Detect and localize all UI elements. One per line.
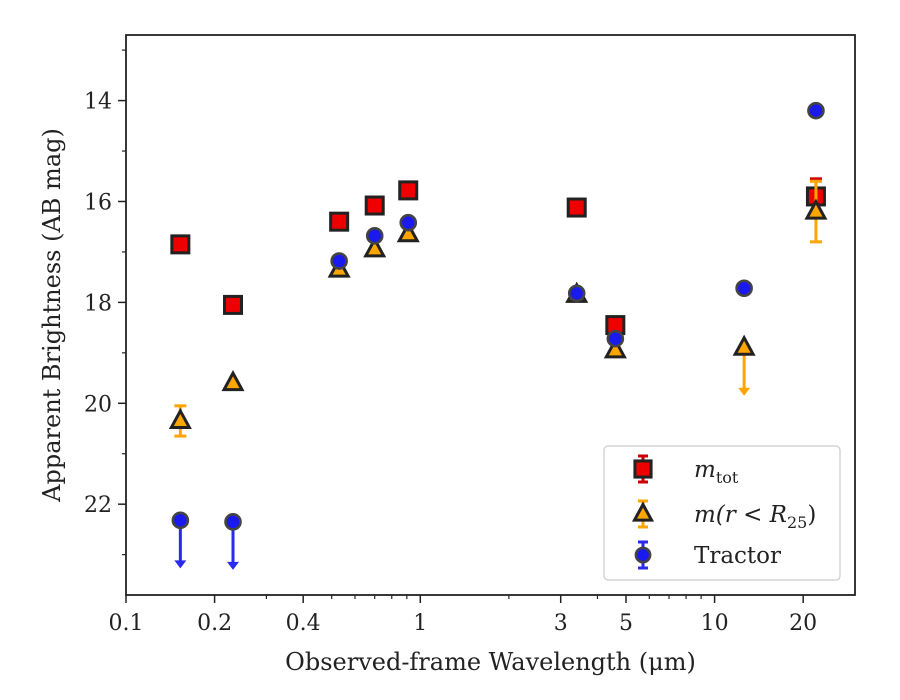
- circle-marker: [735, 279, 753, 298]
- data-point: [224, 513, 242, 570]
- plot-marks: [168, 101, 828, 570]
- data-point: [223, 294, 244, 315]
- legend-box: [603, 445, 841, 581]
- legend: mtot m(r < R25) Tractor: [603, 445, 841, 581]
- x-axis-label: Observed-frame Wavelength (μm): [285, 648, 696, 676]
- x-tick-label: 0.1: [109, 611, 144, 636]
- data-point: [170, 234, 191, 255]
- legend-circle-marker: [634, 546, 652, 564]
- circle-marker: [365, 226, 384, 245]
- data-point: [363, 236, 387, 258]
- legend-square-marker: [633, 459, 653, 479]
- legend-label: mtot: [694, 457, 739, 487]
- circle-marker: [567, 284, 586, 303]
- data-point: [732, 334, 756, 396]
- circle-marker: [171, 511, 190, 530]
- circle-marker: [224, 513, 242, 531]
- y-tick-label: 14: [84, 90, 112, 115]
- triangle-marker: [168, 407, 192, 429]
- triangle-marker: [396, 221, 420, 243]
- axis-ticks: 0.1 0.2 0.4 1 3 5 10 20 14 16 18 20 22: [84, 49, 817, 636]
- square-marker: [223, 294, 244, 315]
- data-point: [603, 337, 627, 359]
- square-marker: [329, 211, 350, 232]
- square-marker: [566, 197, 587, 218]
- data-point: [566, 197, 587, 218]
- data-point: [807, 101, 825, 120]
- plot-frame: [125, 34, 856, 596]
- data-point: [171, 511, 190, 569]
- legend-entry: Tractor: [634, 540, 781, 570]
- triangle-marker: [221, 369, 245, 392]
- upper-limit-head: [227, 561, 240, 570]
- triangle-marker: [732, 334, 756, 356]
- series-square: [170, 177, 826, 336]
- square-marker: [364, 195, 385, 216]
- data-point: [567, 284, 586, 303]
- x-tick-label: 5: [619, 611, 633, 636]
- circle-marker: [606, 329, 625, 348]
- legend-triangle-marker: [631, 501, 655, 522]
- data-point: [364, 195, 385, 216]
- data-point: [804, 179, 828, 244]
- triangle-marker: [363, 236, 387, 258]
- data-point: [221, 369, 245, 392]
- square-marker: [398, 180, 419, 201]
- y-tick-label: 22: [84, 493, 112, 518]
- upper-limit-head: [738, 387, 751, 396]
- y-tick-label: 18: [84, 291, 112, 316]
- triangle-marker: [603, 337, 627, 359]
- x-tick-label: 10: [701, 611, 729, 636]
- legend-entry: mtot: [633, 454, 739, 487]
- data-point: [606, 329, 625, 348]
- circle-marker: [399, 213, 418, 232]
- data-point: [329, 211, 350, 232]
- data-point: [735, 279, 753, 298]
- legend-label: m(r < R25): [694, 502, 816, 532]
- x-tick-label: 20: [789, 611, 817, 636]
- data-point: [168, 404, 192, 438]
- upper-limit-head: [174, 560, 187, 569]
- data-point: [365, 226, 384, 245]
- legend-entry: m(r < R25): [631, 499, 816, 532]
- data-point: [398, 180, 419, 201]
- series-triangle: [168, 179, 828, 438]
- x-tick-label: 0.4: [286, 611, 321, 636]
- x-tick-label: 0.2: [197, 611, 232, 636]
- y-tick-label: 20: [84, 392, 112, 417]
- data-point: [396, 221, 420, 243]
- y-tick-label: 16: [84, 190, 112, 215]
- triangle-marker: [804, 198, 828, 220]
- y-axis-label: Apparent Brightness (AB mag): [38, 128, 66, 503]
- circle-marker: [330, 252, 348, 270]
- data-point: [399, 213, 418, 232]
- legend-label: Tractor: [694, 543, 781, 569]
- circle-marker: [807, 101, 825, 120]
- series-circle: [171, 101, 825, 570]
- square-marker: [170, 234, 191, 255]
- data-point: [330, 252, 348, 270]
- x-tick-label: 1: [413, 611, 427, 636]
- x-tick-label: 3: [554, 611, 568, 636]
